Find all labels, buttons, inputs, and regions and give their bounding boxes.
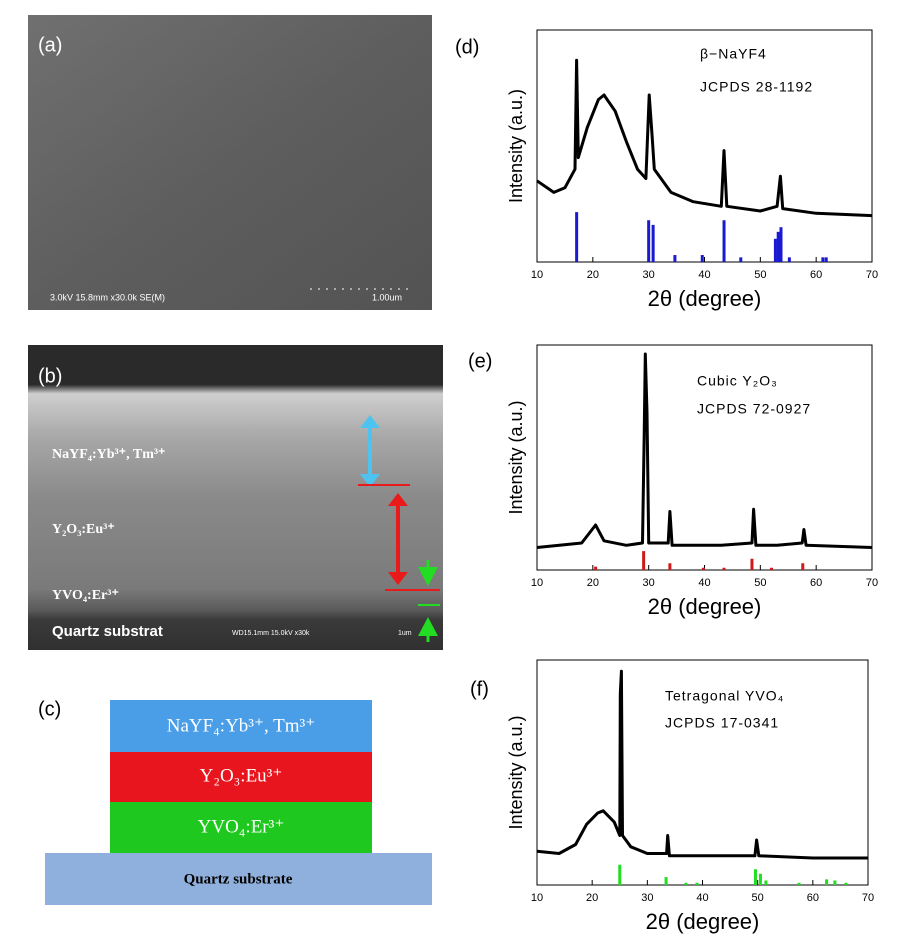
annotation: JCPDS 28-1192 <box>700 79 813 95</box>
xrd-pattern <box>536 352 873 549</box>
reference-peak <box>642 551 646 570</box>
annotation: JCPDS 72-0927 <box>697 401 811 417</box>
y-axis-label: Intensity (a.u.) <box>506 715 526 829</box>
reference-peak <box>594 566 598 570</box>
reference-peak <box>787 257 791 262</box>
annotation: Tetragonal YVO₄ <box>665 688 784 704</box>
annotation: β−NaYF4 <box>700 46 767 62</box>
reference-peak <box>758 873 762 885</box>
sem-image-a <box>28 15 432 310</box>
panel-label: (c) <box>38 698 61 720</box>
x-tick-label: 50 <box>754 577 766 589</box>
panel-label: (e) <box>468 350 492 372</box>
reference-peak <box>753 869 757 885</box>
xrd-pattern <box>536 669 868 860</box>
sem-scale: 1.00um <box>372 292 402 302</box>
reference-peak <box>779 227 783 262</box>
reference-peak <box>647 220 651 262</box>
x-tick-label: 60 <box>807 892 819 904</box>
reference-peak <box>664 877 668 885</box>
sem-info: WD15.1mm 15.0kV x30k <box>232 630 310 637</box>
sem-scale: 1um <box>398 630 412 637</box>
x-tick-label: 70 <box>866 269 878 281</box>
reference-peak <box>684 882 688 885</box>
reference-peak <box>700 255 704 262</box>
layer-label: NaYF₄:Yb³⁺, Tm³⁺ <box>52 447 165 462</box>
layer-label: Quartz substrat <box>52 623 163 640</box>
x-tick-label: 10 <box>531 577 543 589</box>
x-tick-label: 60 <box>810 269 822 281</box>
sem-info: 3.0kV 15.8mm x30.0k SE(M) <box>50 292 165 302</box>
x-axis-label: 2θ (degree) <box>646 909 760 934</box>
x-tick-label: 30 <box>641 892 653 904</box>
x-tick-label: 50 <box>752 892 764 904</box>
y-axis-label: Intensity (a.u.) <box>506 89 526 203</box>
x-axis-label: 2θ (degree) <box>648 594 762 619</box>
annotation: JCPDS 17-0341 <box>665 715 779 731</box>
x-tick-label: 70 <box>862 892 874 904</box>
reference-peak <box>797 882 801 885</box>
reference-peak <box>739 257 743 262</box>
layer-label: YVO₄:Er³⁺ <box>52 588 119 603</box>
layer-label: Y₂O₃:Eu³⁺ <box>52 522 115 537</box>
annotation: Cubic Y₂O₃ <box>697 373 778 389</box>
reference-peak <box>825 879 829 885</box>
x-tick-label: 20 <box>587 577 599 589</box>
x-tick-label: 20 <box>586 892 598 904</box>
panel-label: (f) <box>470 678 489 700</box>
x-tick-label: 30 <box>643 577 655 589</box>
layer-label: Y₂O₃:Eu³⁺ <box>200 765 283 786</box>
reference-peak <box>618 864 622 885</box>
thickness-arrows <box>358 415 440 642</box>
panel-label: (b) <box>38 365 62 387</box>
reference-peak <box>821 257 825 262</box>
reference-peak <box>651 224 655 262</box>
x-tick-label: 60 <box>810 577 822 589</box>
reference-peak <box>824 257 828 262</box>
substrate-label: Quartz substrate <box>184 871 293 887</box>
x-tick-label: 40 <box>698 577 710 589</box>
reference-peak <box>722 220 726 262</box>
reference-peak <box>776 231 780 262</box>
reference-peak <box>833 880 837 885</box>
reference-peak <box>844 882 848 885</box>
reference-peak <box>668 563 672 570</box>
xrd-pattern <box>536 58 873 218</box>
reference-peak <box>701 567 705 570</box>
x-tick-label: 10 <box>531 269 543 281</box>
x-tick-label: 70 <box>866 577 878 589</box>
panel-label: (a) <box>38 34 62 56</box>
reference-peak <box>575 212 579 262</box>
x-tick-label: 30 <box>643 269 655 281</box>
reference-peak <box>770 567 773 570</box>
reference-peak <box>773 238 777 262</box>
x-tick-label: 40 <box>698 269 710 281</box>
x-tick-label: 50 <box>754 269 766 281</box>
plot-frame <box>536 29 873 263</box>
reference-peak <box>722 567 726 570</box>
x-tick-label: 40 <box>696 892 708 904</box>
x-tick-label: 20 <box>587 269 599 281</box>
panel-label: (d) <box>455 36 479 58</box>
substrate <box>45 853 432 905</box>
layer <box>110 752 372 802</box>
reference-peak <box>764 880 768 885</box>
reference-peak <box>750 558 754 570</box>
reference-peak <box>695 882 699 885</box>
layer-label: NaYF₄:Yb³⁺, Tm³⁺ <box>167 715 316 736</box>
x-tick-label: 10 <box>531 892 543 904</box>
layer <box>110 802 372 853</box>
y-axis-label: Intensity (a.u.) <box>506 400 526 514</box>
reference-peak <box>801 563 805 570</box>
x-axis-label: 2θ (degree) <box>648 286 762 311</box>
sem-image-b <box>28 345 443 650</box>
layer-label: YVO₄:Er³⁺ <box>198 816 285 837</box>
reference-peak <box>673 255 677 262</box>
layer <box>110 700 372 752</box>
